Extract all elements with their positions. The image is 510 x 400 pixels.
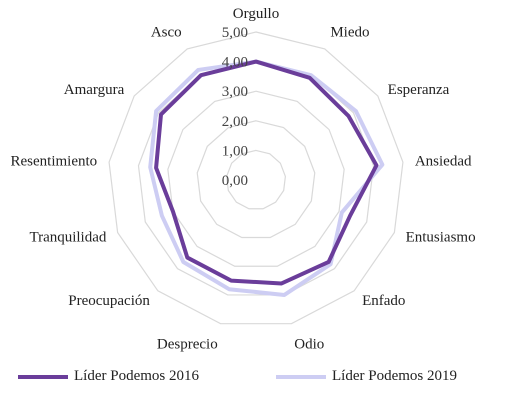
tick-label: 0,00 <box>222 173 248 189</box>
axis-label: Amargura <box>64 82 125 98</box>
legend-swatch-2016 <box>18 374 68 379</box>
axis-label: Orgullo <box>233 6 279 22</box>
radial-tick-labels: 0,00 1,00 2,00 3,00 4,00 5,00 <box>222 25 248 189</box>
tick-label: 4,00 <box>222 55 248 71</box>
axis-label: Enfado <box>362 293 405 309</box>
axis-label: Preocupación <box>68 293 150 309</box>
legend-label-2016: Líder Podemos 2016 <box>74 368 199 384</box>
radar-chart: 0,00 1,00 2,00 3,00 4,00 5,00 Orgullo Miedo Esp… <box>11 6 476 352</box>
axis-labels: Orgullo Miedo Esperanza Ansiedad Entusiasmo E… <box>11 6 476 352</box>
grid-ring-1 <box>226 149 286 210</box>
tick-label: 2,00 <box>222 114 248 130</box>
legend: Líder Podemos 2016 Líder Podemos 2019 <box>0 368 510 392</box>
tick-label: 3,00 <box>222 84 248 100</box>
axis-label: Miedo <box>330 24 369 40</box>
legend-label-2019: Líder Podemos 2019 <box>332 368 457 384</box>
axis-label: Ansiedad <box>415 154 472 170</box>
series-line-1 <box>148 59 385 297</box>
series-line-0 <box>154 59 379 286</box>
axis-label: Entusiasmo <box>406 230 476 246</box>
radar-series <box>148 59 385 297</box>
axis-label: Asco <box>151 24 182 40</box>
axis-label: Odio <box>294 336 324 352</box>
legend-swatch-2019 <box>276 374 326 379</box>
grid-ring-3 <box>167 90 345 267</box>
axis-label: Desprecio <box>157 336 218 352</box>
grid-ring-2 <box>196 120 316 239</box>
legend-item-2019: Líder Podemos 2019 <box>276 368 457 385</box>
tick-label: 5,00 <box>222 25 248 41</box>
grid-ring-5 <box>108 31 404 325</box>
axis-label: Esperanza <box>388 82 450 98</box>
axis-label: Tranquilidad <box>29 230 106 246</box>
tick-label: 1,00 <box>222 143 248 159</box>
legend-item-2016: Líder Podemos 2016 <box>18 368 199 385</box>
axis-label: Resentimiento <box>11 154 98 170</box>
